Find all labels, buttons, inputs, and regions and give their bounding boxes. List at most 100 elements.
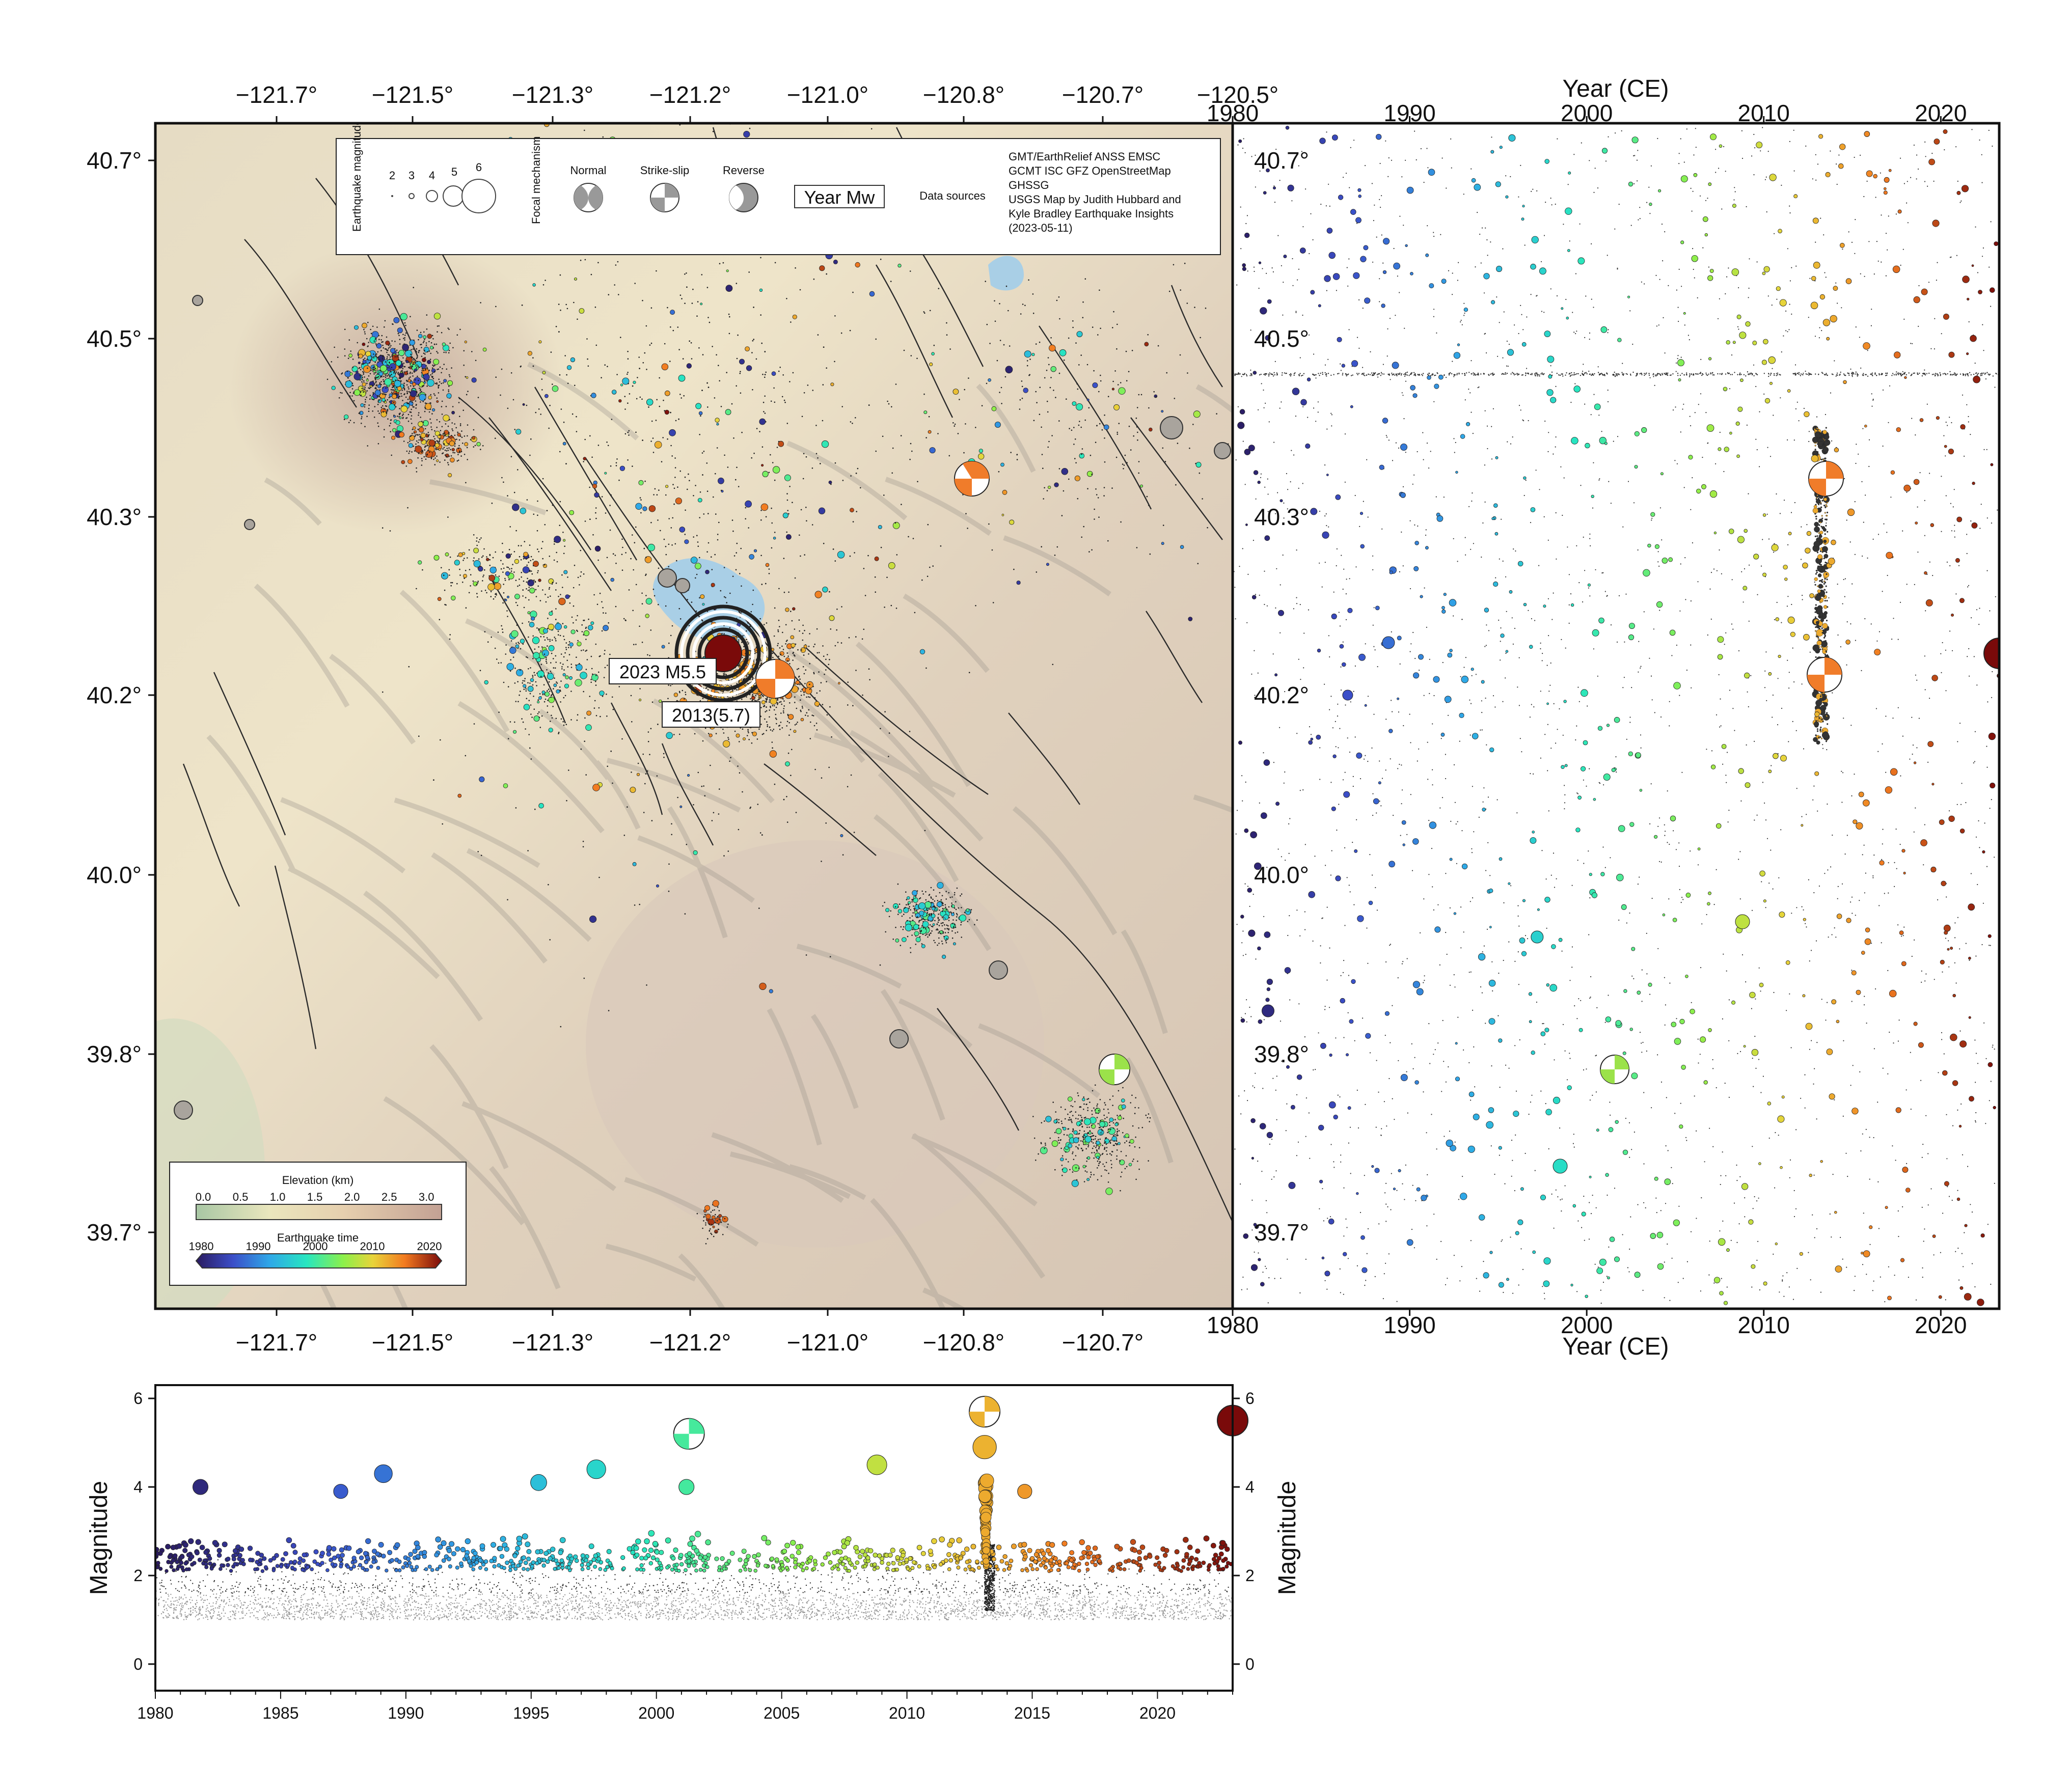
- time-2001-beachball[interactable]: [1600, 1055, 1629, 1084]
- map-lon-tick-top: −121.7°: [236, 81, 317, 108]
- mag-highlight-beachball[interactable]: [969, 1396, 1001, 1428]
- mag-ylabel-left: Magnitude: [86, 1481, 113, 1595]
- mag-panel-earthquakes: [155, 1473, 1233, 1621]
- mag-label-5: 5: [451, 166, 457, 178]
- elevation-colorbar: [196, 1204, 442, 1220]
- mag-x-tick: 2000: [638, 1704, 674, 1722]
- elevation-ticks: 0.0 0.5 1.0 1.5 2.0 2.5 3.0: [196, 1191, 434, 1203]
- time-year-tick-top: 1980: [1207, 100, 1259, 126]
- time-lat-tick: 40.5°: [1254, 325, 1309, 352]
- time-panel-axes: 1980 1980 1990 1990 2000 2000 2010 2010 2020 2020…: [1207, 100, 1967, 1338]
- elevation-tick: 3.0: [419, 1191, 434, 1203]
- mag-x-tick: 1990: [388, 1704, 424, 1722]
- map-lat-tick: 40.3°: [87, 504, 142, 530]
- mag-x-tick: 2010: [889, 1704, 925, 1722]
- event-2001-beachball[interactable]: [1099, 1054, 1130, 1085]
- event-2013-beachball[interactable]: [755, 659, 795, 699]
- time-colorbar: [195, 1253, 443, 1269]
- map-panel: 2023 M5.5 2013(5.7) Earthquake magnitude…: [87, 81, 1278, 1356]
- top-legend: Earthquake magnitude 2 3 4 5 6 Focal mec…: [336, 123, 1221, 255]
- map-lon-tick-top: −121.0°: [787, 81, 868, 108]
- elevation-tick: 2.0: [344, 1191, 360, 1203]
- time-lat-tick: 40.0°: [1254, 862, 1309, 888]
- time-year-tick-top: 2010: [1738, 100, 1790, 126]
- event-north-beachball[interactable]: [954, 461, 990, 497]
- mag-notable-event[interactable]: [866, 1454, 887, 1475]
- mag-x-tick: 1995: [513, 1704, 549, 1722]
- reverse-beachball-icon: [729, 183, 758, 212]
- mag-notable-event[interactable]: [1017, 1484, 1032, 1499]
- mag-y-tick-left: 4: [133, 1478, 143, 1496]
- mag-x-tick: 1985: [262, 1704, 298, 1722]
- source-line-6: (2023-05-11): [1009, 222, 1073, 234]
- time-year-tick-bottom: 2010: [1738, 1312, 1790, 1338]
- event-2013-label-text: 2013(5.7): [672, 705, 750, 726]
- mag-highlight-beachball[interactable]: [673, 1418, 705, 1450]
- map-lon-tick-top: −121.3°: [512, 81, 593, 108]
- mag-notable-event[interactable]: [678, 1479, 695, 1495]
- elevation-tick: 0.0: [196, 1191, 211, 1203]
- mag-notable-event[interactable]: [193, 1479, 208, 1495]
- time-tick: 1980: [189, 1240, 214, 1253]
- mag-x-tick: 2015: [1014, 1704, 1050, 1722]
- mag-notable-event[interactable]: [333, 1484, 348, 1499]
- mag-x-tick: 1980: [137, 1704, 173, 1722]
- map-axis-ticks: −121.7° −121.7° −121.5° −121.5° −121.3° −121.…: [87, 81, 1278, 1356]
- map-lat-tick: 40.0°: [87, 862, 142, 888]
- map-lon-tick-top: −121.5°: [372, 81, 453, 108]
- time-panel-xlabel-top: Year (CE): [1563, 75, 1669, 102]
- time-lat-tick: 40.3°: [1254, 504, 1309, 530]
- mag-notable-event[interactable]: [586, 1459, 606, 1479]
- mag-notable-event[interactable]: [374, 1464, 393, 1483]
- time-tick: 2020: [417, 1240, 442, 1253]
- mag-y-tick-left: 6: [133, 1389, 143, 1408]
- source-line-2: GCMT ISC GFZ OpenStreetMap: [1009, 164, 1171, 177]
- mag-x-tick: 2005: [764, 1704, 800, 1722]
- map-lon-tick-top: −120.5°: [1197, 81, 1278, 108]
- mag-notable-event[interactable]: [972, 1435, 997, 1459]
- map-lat-tick: 39.8°: [87, 1041, 142, 1067]
- magnitude-time-panel: 6 6 4 4 2 2 0 0 1980 1985 1990 1995 2000 2005 2010 2015…: [86, 1384, 1301, 1722]
- mag-x-tick: 2020: [1139, 1704, 1176, 1722]
- mag-notable-event[interactable]: [530, 1474, 547, 1491]
- map-lon-tick-bottom: −121.7°: [236, 1329, 317, 1356]
- time-north-beachball[interactable]: [1808, 461, 1844, 497]
- time-year-tick-bottom: 2020: [1915, 1312, 1967, 1338]
- time-year-tick-bottom: 1990: [1383, 1312, 1435, 1338]
- map-lon-tick-bottom: −120.7°: [1062, 1329, 1144, 1356]
- mag-y-tick-right: 6: [1245, 1389, 1255, 1408]
- source-line-1: GMT/EarthRelief ANSS EMSC: [1009, 150, 1160, 163]
- mag-y-tick-left: 2: [133, 1566, 143, 1585]
- map-lat-tick: 40.5°: [87, 325, 142, 352]
- time-year-tick-bottom: 1980: [1207, 1312, 1259, 1338]
- normal-beachball-icon: [574, 183, 603, 212]
- mag-label-3: 3: [409, 169, 415, 182]
- map-lon-tick-top: −121.2°: [649, 81, 731, 108]
- strikeslip-beachball-icon: [650, 183, 679, 212]
- time-colorbar-ticks: 1980 1990 2000 2010 2020: [189, 1240, 442, 1253]
- time-lat-tick: 40.2°: [1254, 682, 1309, 708]
- source-line-3: GHSSG: [1009, 179, 1049, 191]
- data-sources-label: Data sources: [919, 189, 986, 202]
- mag-label-6: 6: [476, 161, 482, 174]
- mag-y-tick-left: 0: [133, 1655, 143, 1673]
- time-2023-event[interactable]: [1983, 638, 2014, 669]
- elevation-colorbar-title: Elevation (km): [282, 1174, 354, 1187]
- magnitude-legend-circles: 2 3 4 5 6: [389, 161, 496, 213]
- mag-panel-frame: [154, 1384, 1234, 1692]
- time-colorbar-title: Earthquake time: [277, 1231, 359, 1244]
- time-panel-background: [1233, 123, 1999, 1309]
- time-panel-xlabel-bottom: Year (CE): [1563, 1333, 1669, 1360]
- map-lon-tick-bottom: −121.3°: [512, 1329, 593, 1356]
- elevation-tick: 1.5: [307, 1191, 323, 1203]
- time-2013-beachball[interactable]: [1807, 657, 1842, 693]
- map-lat-tick: 39.7°: [87, 1219, 142, 1246]
- mag-label-2: 2: [389, 169, 395, 182]
- mag-panel-axes: 6 6 4 4 2 2 0 0 1980 1985 1990 1995 2000 2005 2010 2015…: [133, 1389, 1255, 1722]
- event-2023-label-text: 2023 M5.5: [619, 661, 706, 682]
- map-lat-tick: 40.2°: [87, 682, 142, 708]
- mag-panel-notable-events: [193, 1396, 1248, 1499]
- year-mw-label: Year Mw: [804, 187, 876, 208]
- map-lon-tick-bottom: −121.2°: [649, 1329, 731, 1356]
